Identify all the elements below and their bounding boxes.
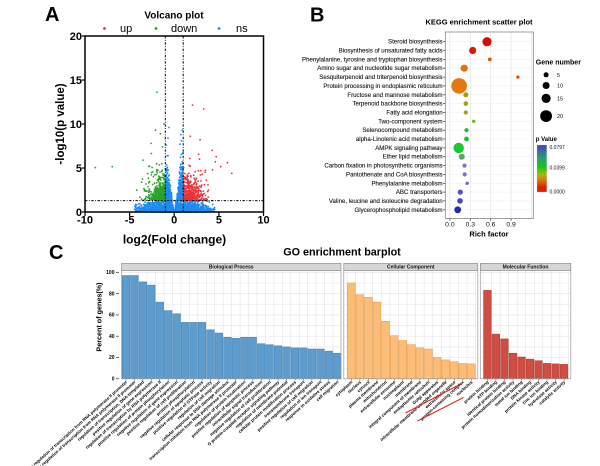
svg-text:Glycerophospholipid metabolism: Glycerophospholipid metabolism bbox=[355, 207, 443, 214]
svg-text:Cellular Component: Cellular Component bbox=[387, 265, 435, 271]
svg-text:KEGG enrichment scatter plot: KEGG enrichment scatter plot bbox=[425, 18, 533, 27]
svg-text:Pantothenate and CoA biosynthe: Pantothenate and CoA biosynthesis bbox=[346, 171, 443, 178]
svg-text:log2(Fold change): log2(Fold change) bbox=[123, 233, 226, 247]
svg-text:p Value: p Value bbox=[536, 137, 558, 143]
svg-text:-10: -10 bbox=[77, 215, 93, 227]
svg-text:Phenylalanine, tyrosine and tr: Phenylalanine, tyrosine and tryptophan b… bbox=[302, 56, 443, 63]
svg-text:Biological Process: Biological Process bbox=[209, 265, 254, 271]
svg-text:Molecular Function: Molecular Function bbox=[503, 265, 549, 271]
svg-text:5: 5 bbox=[216, 215, 222, 227]
svg-text:Percent of genes(%): Percent of genes(%) bbox=[95, 282, 104, 352]
svg-text:Carbon fixation in photosynthe: Carbon fixation in photosynthetic organi… bbox=[324, 163, 442, 170]
svg-text:Terpenoid backbone biosynthesi: Terpenoid backbone biosynthesis bbox=[352, 101, 442, 108]
svg-text:Ether lipid metabolism: Ether lipid metabolism bbox=[383, 154, 443, 161]
svg-text:-log10(p value): -log10(p value) bbox=[55, 83, 67, 164]
svg-text:0.0000: 0.0000 bbox=[550, 190, 566, 196]
svg-text:100: 100 bbox=[106, 270, 115, 276]
svg-text:5: 5 bbox=[76, 163, 82, 175]
svg-text:A: A bbox=[45, 4, 59, 26]
svg-text:0: 0 bbox=[76, 207, 82, 219]
svg-text:Selenocompound metabolism: Selenocompound metabolism bbox=[362, 127, 442, 134]
svg-text:Valine, leucine and isoleucine: Valine, leucine and isoleucine degradati… bbox=[329, 198, 443, 205]
svg-text:Biosynthesis of unsaturated fa: Biosynthesis of unsaturated fatty acids bbox=[339, 48, 443, 55]
svg-text:20: 20 bbox=[70, 31, 82, 43]
svg-text:10: 10 bbox=[70, 119, 82, 131]
svg-text:0.0399: 0.0399 bbox=[550, 166, 566, 172]
svg-text:0.6: 0.6 bbox=[486, 222, 496, 229]
svg-text:Volcano plot: Volcano plot bbox=[144, 11, 204, 22]
svg-text:Steroid biosynthesis: Steroid biosynthesis bbox=[388, 39, 443, 46]
svg-text:40: 40 bbox=[109, 334, 115, 340]
svg-text:down: down bbox=[171, 23, 197, 35]
svg-text:10: 10 bbox=[557, 84, 563, 90]
svg-text:Fatty acid elongation: Fatty acid elongation bbox=[386, 110, 442, 117]
svg-text:5: 5 bbox=[557, 73, 560, 79]
svg-text:up: up bbox=[120, 23, 132, 35]
svg-text:0: 0 bbox=[112, 377, 115, 383]
svg-text:alpha-Linolenic acid metabolis: alpha-Linolenic acid metabolism bbox=[356, 136, 443, 143]
svg-text:Amino sugar and nucleotide sug: Amino sugar and nucleotide sugar metabol… bbox=[317, 65, 442, 72]
svg-text:60: 60 bbox=[109, 313, 115, 319]
svg-text:0.3: 0.3 bbox=[466, 222, 476, 229]
svg-text:B: B bbox=[310, 5, 324, 27]
svg-text:20: 20 bbox=[109, 355, 115, 361]
svg-text:15: 15 bbox=[70, 75, 82, 87]
svg-text:AMPK signaling pathway: AMPK signaling pathway bbox=[375, 145, 443, 152]
svg-text:Protein processing in endoplas: Protein processing in endoplasmic reticu… bbox=[323, 83, 442, 90]
svg-text:10: 10 bbox=[257, 215, 269, 227]
svg-text:Rich factor: Rich factor bbox=[469, 230, 508, 239]
svg-text:80: 80 bbox=[109, 291, 115, 297]
svg-text:ABC transporters: ABC transporters bbox=[396, 189, 443, 196]
svg-text:0.9: 0.9 bbox=[506, 222, 516, 229]
svg-text:GO enrichment barplot: GO enrichment barplot bbox=[283, 247, 401, 259]
svg-text:Two-component system: Two-component system bbox=[378, 118, 442, 125]
svg-text:15: 15 bbox=[557, 96, 563, 102]
svg-text:0.0797: 0.0797 bbox=[550, 145, 566, 151]
svg-text:20: 20 bbox=[557, 114, 563, 120]
svg-text:Phenylalanine metabolism: Phenylalanine metabolism bbox=[371, 180, 442, 187]
svg-text:-5: -5 bbox=[125, 215, 135, 227]
svg-text:Sesquiterpenoid and triterpeno: Sesquiterpenoid and triterpenoid biosynt… bbox=[319, 74, 442, 81]
svg-text:ns: ns bbox=[236, 23, 248, 35]
svg-text:C: C bbox=[49, 242, 63, 264]
svg-text:Gene number: Gene number bbox=[536, 60, 581, 67]
svg-text:0.0: 0.0 bbox=[445, 222, 455, 229]
svg-text:0: 0 bbox=[171, 215, 177, 227]
svg-text:Fructose and mannose metabolis: Fructose and mannose metabolism bbox=[347, 92, 442, 99]
